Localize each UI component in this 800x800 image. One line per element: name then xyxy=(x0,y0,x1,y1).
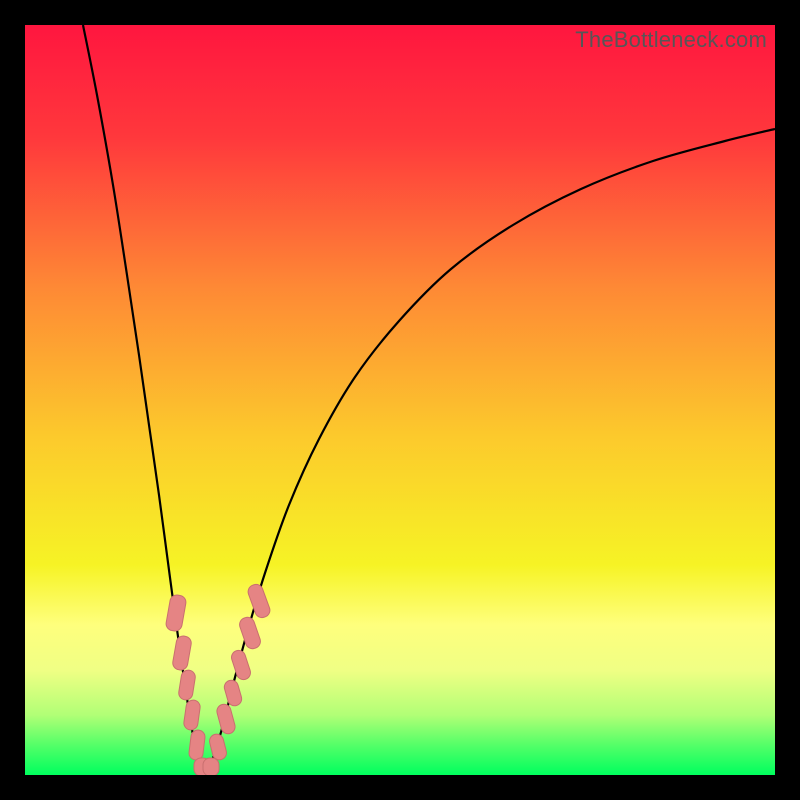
marker-capsule xyxy=(208,733,228,762)
chart-frame: TheBottleneck.com xyxy=(0,0,800,800)
curve-right-branch xyxy=(205,129,775,774)
marker-capsule xyxy=(203,758,219,775)
plot-area: TheBottleneck.com xyxy=(25,25,775,775)
marker-capsule xyxy=(246,582,272,619)
curve-layer xyxy=(25,25,775,775)
marker-capsule xyxy=(188,729,206,760)
marker-capsule xyxy=(230,649,253,682)
marker-capsule xyxy=(238,615,263,650)
marker-capsule xyxy=(215,703,236,736)
marker-group xyxy=(165,582,272,775)
marker-capsule xyxy=(223,679,244,708)
marker-capsule xyxy=(178,669,197,701)
marker-capsule xyxy=(172,635,193,671)
marker-capsule xyxy=(183,699,201,731)
marker-capsule xyxy=(165,594,187,632)
